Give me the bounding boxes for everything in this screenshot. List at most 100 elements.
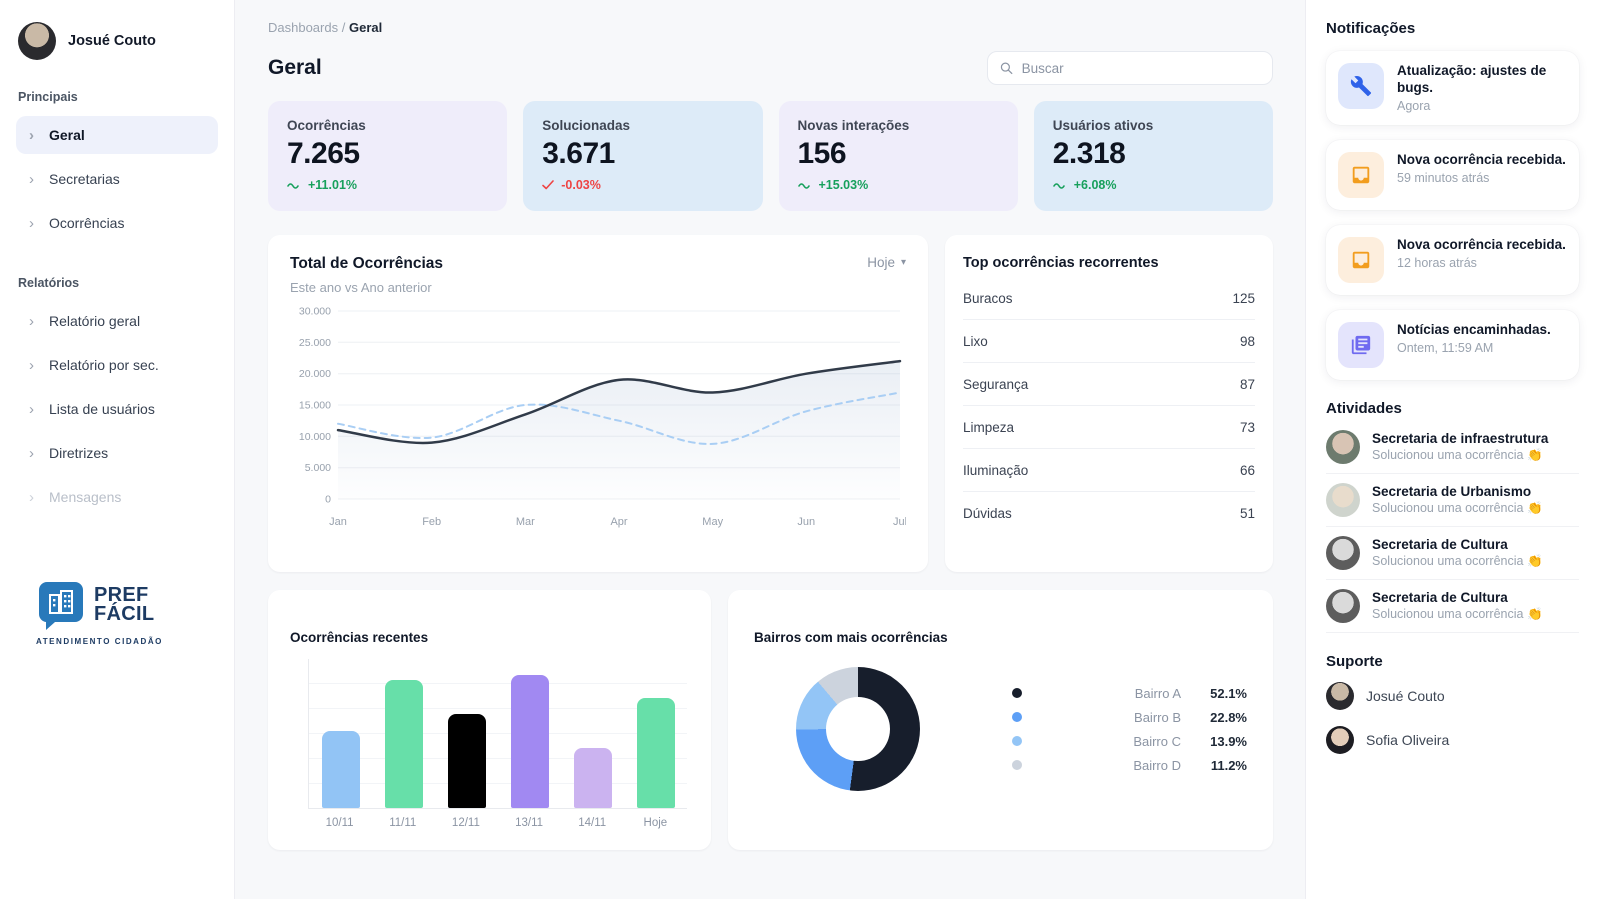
- bar-chart: [308, 659, 687, 809]
- svg-text:5.000: 5.000: [305, 462, 331, 474]
- activity-item[interactable]: Secretaria de Cultura Solucionou uma oco…: [1326, 527, 1579, 580]
- svg-text:Jun: Jun: [797, 516, 815, 528]
- legend-dot: [1012, 736, 1022, 746]
- sidebar-item-relatorio-por-sec[interactable]: › Relatório por sec.: [16, 346, 218, 384]
- sidebar-item-secretarias[interactable]: › Secretarias: [16, 160, 218, 198]
- pref-facil-logo-icon: [38, 582, 83, 630]
- bar-13/11: [510, 675, 549, 808]
- inbox-icon: [1338, 151, 1384, 198]
- clap-emoji: 👏: [1526, 606, 1543, 621]
- avatar: [1326, 588, 1360, 623]
- legend-value: 13.9%: [1210, 733, 1247, 749]
- nav-section-relatorios: Relatórios: [18, 276, 80, 290]
- svg-text:Apr: Apr: [610, 516, 627, 528]
- stat-card-solucionadas: Solucionadas 3.671 -0.03%: [523, 101, 763, 211]
- legend-value: 22.8%: [1210, 709, 1247, 725]
- sidebar-item-lista-de-usuarios[interactable]: › Lista de usuários: [16, 390, 218, 428]
- sidebar-item-label: Lista de usuários: [49, 401, 155, 417]
- breadcrumb-current: Geral: [348, 20, 383, 35]
- avatar: [18, 22, 56, 60]
- check-icon: [542, 180, 555, 190]
- support-title: Suporte: [1326, 652, 1383, 670]
- line-chart: 30.000 25.000 20.000 15.000 10.000 5.000 0 Jan F…: [299, 306, 907, 529]
- table-row: Dúvidas 51: [963, 505, 1255, 521]
- page-title: Geral: [268, 56, 322, 79]
- trend-wave-icon: [1052, 180, 1067, 190]
- bar-x-label: 13/11: [515, 817, 544, 829]
- chevron-right-icon: ›: [29, 126, 34, 144]
- bar-12/11: [447, 714, 486, 808]
- y-axis-labels: 30.000 25.000 20.000 15.000 10.000 5.000 0: [299, 306, 331, 506]
- trend-wave-icon: [797, 180, 812, 190]
- search-box[interactable]: [987, 51, 1273, 85]
- series-ano-anterior: [337, 391, 901, 445]
- clap-emoji: 👏: [1526, 500, 1543, 515]
- table-row: Limpeza 73: [963, 406, 1255, 449]
- stat-card-usuarios-ativos: Usuários ativos 2.318 +6.08%: [1033, 101, 1273, 211]
- svg-text:10.000: 10.000: [299, 431, 331, 443]
- activities-title: Atividades: [1326, 399, 1402, 417]
- line-chart-card: Total de Ocorrências Este ano vs Ano ant…: [268, 235, 928, 572]
- x-axis-labels: Jan Feb Mar Apr May Jun Jul: [329, 516, 907, 528]
- legend-value: 52.1%: [1210, 685, 1247, 701]
- sidebar-item-diretrizes[interactable]: › Diretrizes: [16, 434, 218, 472]
- chevron-right-icon: ›: [29, 214, 34, 232]
- legend-label: Bairro D: [1133, 757, 1181, 773]
- sidebar-item-ocorrencias[interactable]: › Ocorrências: [16, 204, 218, 242]
- wrench-icon: [1338, 63, 1384, 109]
- logo-wordmark: PREF FÁCIL: [94, 584, 155, 625]
- activity-item[interactable]: Secretaria de Urbanismo Solucionou uma o…: [1326, 474, 1579, 527]
- sidebar-item-label: Ocorrências: [49, 215, 125, 231]
- avatar: [1326, 535, 1360, 570]
- legend-label: Bairro A: [1134, 685, 1181, 701]
- chevron-right-icon: ›: [29, 312, 34, 330]
- support-person[interactable]: Sofia Oliveira: [1326, 718, 1579, 762]
- legend-value: 11.2%: [1210, 757, 1247, 773]
- search-icon: [1000, 62, 1013, 75]
- notification-item[interactable]: Nova ocorrência recebida. 12 horas atrás: [1326, 224, 1579, 295]
- clap-emoji: 👏: [1526, 553, 1543, 568]
- bar-chart-x-labels: 10/11 11/11 12/11 13/11 14/11 Hoje: [308, 817, 687, 829]
- bar-chart-card: Ocorrências recentes 10/11 11/11 12/11 13/1…: [268, 590, 711, 850]
- table-row: Segurança 87: [963, 363, 1255, 406]
- sidebar-item-relatorio-geral[interactable]: › Relatório geral: [16, 302, 218, 340]
- notification-item[interactable]: Atualização: ajustes de bugs. Agora: [1326, 51, 1579, 125]
- breadcrumb-dashboards[interactable]: Dashboards: [268, 20, 339, 35]
- series-este-ano: [336, 359, 902, 445]
- activity-item[interactable]: Secretaria de infraestrutura Solucionou …: [1326, 421, 1579, 474]
- main-content: Dashboards / Geral Geral Ocorrências 7.2…: [235, 0, 1305, 899]
- support-person[interactable]: Josué Couto: [1326, 674, 1579, 718]
- svg-text:0: 0: [325, 494, 331, 506]
- sidebar-item-label: Relatório por sec.: [49, 357, 159, 373]
- sidebar-item-label: Secretarias: [49, 171, 120, 187]
- period-filter-dropdown[interactable]: Hoje ▾: [867, 255, 906, 270]
- search-input[interactable]: [1021, 60, 1261, 76]
- left-sidebar: Josué Couto Principais › Geral › Secreta…: [0, 0, 235, 899]
- notification-item[interactable]: Notícias encaminhadas. Ontem, 11:59 AM: [1326, 309, 1579, 380]
- top-occurrences-card: Top ocorrências recorrentes Buracos 125 L…: [945, 235, 1273, 572]
- news-icon: [1338, 321, 1384, 368]
- legend-row: Bairro C 13.9%: [1012, 734, 1247, 749]
- stat-card-novas-interacoes: Novas interações 156 +15.03%: [778, 101, 1018, 211]
- stat-value: 156: [797, 137, 847, 170]
- svg-text:20.000: 20.000: [299, 368, 331, 380]
- user-profile[interactable]: Josué Couto: [16, 22, 218, 60]
- stat-value: 7.265: [287, 137, 360, 170]
- svg-text:30.000: 30.000: [299, 306, 331, 318]
- legend-dot: [1012, 688, 1022, 698]
- stat-delta: +6.08%: [1073, 178, 1117, 192]
- sidebar-item-label: Geral: [49, 127, 85, 143]
- sidebar-item-mensagens[interactable]: › Mensagens: [16, 478, 218, 516]
- bar-x-label: Hoje: [643, 817, 668, 829]
- svg-text:Jul: Jul: [893, 516, 906, 528]
- donut-chart: [796, 667, 920, 791]
- notification-item[interactable]: Nova ocorrência recebida. 59 minutos atr…: [1326, 139, 1579, 210]
- stat-value: 2.318: [1052, 137, 1126, 170]
- activity-item[interactable]: Secretaria de Cultura Solucionou uma oco…: [1326, 580, 1579, 633]
- notifications-title: Notificações: [1326, 20, 1416, 37]
- chevron-down-icon: ▾: [900, 257, 906, 268]
- sidebar-item-label: Mensagens: [49, 489, 122, 505]
- legend-row: Bairro B 22.8%: [1012, 710, 1247, 725]
- sidebar-item-geral[interactable]: › Geral: [16, 116, 218, 154]
- stat-card-ocorrencias: Ocorrências 7.265 +11.01%: [268, 101, 508, 211]
